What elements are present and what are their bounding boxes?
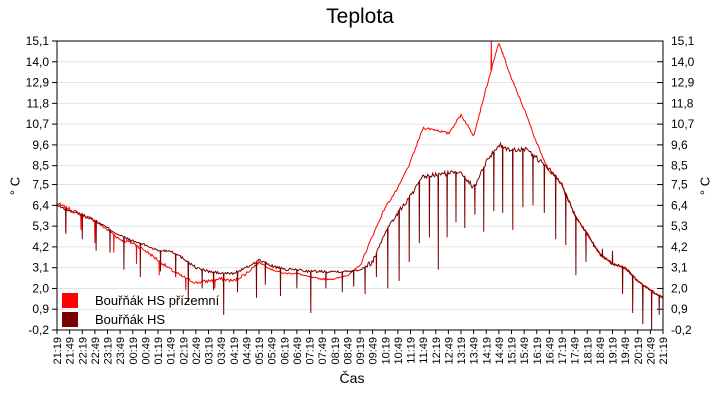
x-tick-label: 10:49: [393, 337, 405, 365]
y-tick-label-left: 0,9: [32, 302, 49, 316]
y-tick-label-right: 3,1: [671, 261, 688, 275]
x-tick-label: 09:49: [368, 337, 380, 365]
y-tick-label-left: 3,1: [32, 261, 49, 275]
y-tick-label-right: 12,9: [671, 76, 695, 90]
y-tick-label-right: 14,0: [671, 55, 695, 69]
x-tick-label: 17:49: [570, 337, 582, 365]
x-tick-label: 11:49: [418, 337, 430, 364]
x-tick-label: 16:19: [532, 337, 544, 365]
x-tick-label: 21:49: [65, 337, 77, 365]
legend-label-prizemni: Bouřňák HS přízemní: [95, 293, 220, 308]
plot-border: [56, 40, 664, 331]
x-tick-label: 07:49: [317, 337, 329, 365]
x-tick-label: 08:49: [342, 337, 354, 365]
y-tick-label-left: 6,4: [32, 198, 49, 212]
y-tick-label-right: 2,0: [671, 281, 688, 295]
x-tick-label: 16:49: [544, 337, 556, 365]
y-tick-label-left: 2,0: [32, 281, 49, 295]
y-tick-label-right: 6,4: [671, 198, 688, 212]
y-tick-label-left: 4,2: [32, 240, 49, 254]
y-tick-label-right: 7,5: [671, 178, 688, 192]
x-tick-label: 06:49: [292, 337, 304, 365]
x-tick-label: 21:19: [658, 337, 670, 365]
legend-item-hs: Bouřňák HS: [62, 310, 219, 329]
legend-label-hs: Bouřňák HS: [95, 312, 166, 327]
x-tick-label: 20:49: [645, 337, 657, 365]
y-tick-label-left: 11,8: [27, 96, 50, 110]
x-tick-label: 05:49: [267, 337, 279, 365]
y-tick-label-left: 7,5: [32, 178, 49, 192]
y-tick-label-right: 4,2: [671, 240, 688, 254]
y-axis-label-left: ° C: [7, 176, 23, 196]
y-tick-label-left: 9,6: [32, 138, 49, 152]
x-axis-label: Čas: [339, 370, 365, 386]
x-tick-label: 01:49: [166, 337, 178, 365]
x-tick-label: 08:19: [330, 337, 342, 365]
legend-swatch-prizemni: [62, 293, 78, 308]
legend-swatch-hs: [62, 312, 78, 327]
y-tick-label-right: 15,1: [671, 34, 695, 48]
x-tick-label: 02:49: [191, 337, 203, 365]
x-tick-label: 19:49: [620, 337, 632, 365]
y-tick-label-left: 15,1: [26, 34, 50, 48]
x-tick-label: 15:49: [519, 337, 531, 365]
x-tick-label: 07:19: [305, 337, 317, 365]
x-tick-label: 00:19: [128, 337, 140, 365]
x-tick-label: 14:49: [494, 337, 506, 365]
x-tick-label: 22:49: [90, 337, 102, 365]
y-tick-label-right: -0,2: [671, 323, 692, 337]
x-tick-label: 18:49: [595, 337, 607, 365]
x-tick-label: 18:19: [582, 337, 594, 365]
x-tick-label: 04:49: [241, 337, 253, 365]
x-tick-label: 03:49: [216, 337, 228, 365]
x-tick-label: 02:19: [178, 337, 190, 365]
x-tick-label: 11:19: [406, 337, 418, 364]
series-line-prizemni: [57, 41, 663, 299]
legend-item-prizemni: Bouřňák HS přízemní: [62, 291, 219, 310]
x-tick-label: 09:19: [355, 337, 367, 365]
y-tick-label-left: 14,0: [26, 55, 50, 69]
x-tick-label: 21:19: [52, 337, 64, 365]
x-tick-label: 23:49: [115, 337, 127, 365]
x-tick-label: 23:19: [103, 337, 115, 365]
y-tick-label-left: 12,9: [26, 76, 50, 90]
y-tick-label-right: 5,3: [671, 219, 688, 233]
y-axis-label-right: ° C: [697, 176, 713, 196]
y-tick-label-right: 9,6: [671, 138, 688, 152]
legend: Bouřňák HS přízemní Bouřňák HS: [62, 291, 219, 329]
x-tick-label: 12:49: [443, 337, 455, 365]
y-tick-label-right: 8,5: [671, 159, 688, 173]
x-tick-label: 01:19: [153, 337, 165, 365]
y-tick-label-left: 10,7: [26, 117, 50, 131]
y-tick-label-right: 10,7: [671, 117, 695, 131]
x-tick-label: 20:19: [633, 337, 645, 365]
y-tick-label-left: 5,3: [32, 219, 49, 233]
x-tick-label: 19:19: [608, 337, 620, 365]
x-tick-label: 13:19: [456, 337, 468, 365]
x-tick-label: 15:19: [507, 337, 519, 365]
x-tick-label: 17:19: [557, 337, 569, 365]
x-tick-label: 03:19: [204, 337, 216, 365]
y-tick-label-left: -0,2: [28, 323, 49, 337]
x-tick-label: 06:19: [279, 337, 291, 365]
x-tick-label: 05:19: [254, 337, 266, 365]
x-tick-label: 12:19: [431, 337, 443, 365]
chart-title: Teplota: [326, 5, 394, 28]
x-tick-label: 00:49: [140, 337, 152, 365]
x-tick-label: 14:19: [481, 337, 493, 365]
y-tick-label-right: 0,9: [671, 302, 688, 316]
y-tick-label-right: 11,8: [671, 96, 694, 110]
x-tick-label: 22:19: [77, 337, 89, 365]
x-tick-label: 10:19: [380, 337, 392, 365]
x-tick-label: 04:19: [229, 337, 241, 365]
x-tick-label: 13:49: [469, 337, 481, 365]
series-line-hs: [57, 141, 663, 330]
y-tick-label-left: 8,5: [32, 159, 49, 173]
